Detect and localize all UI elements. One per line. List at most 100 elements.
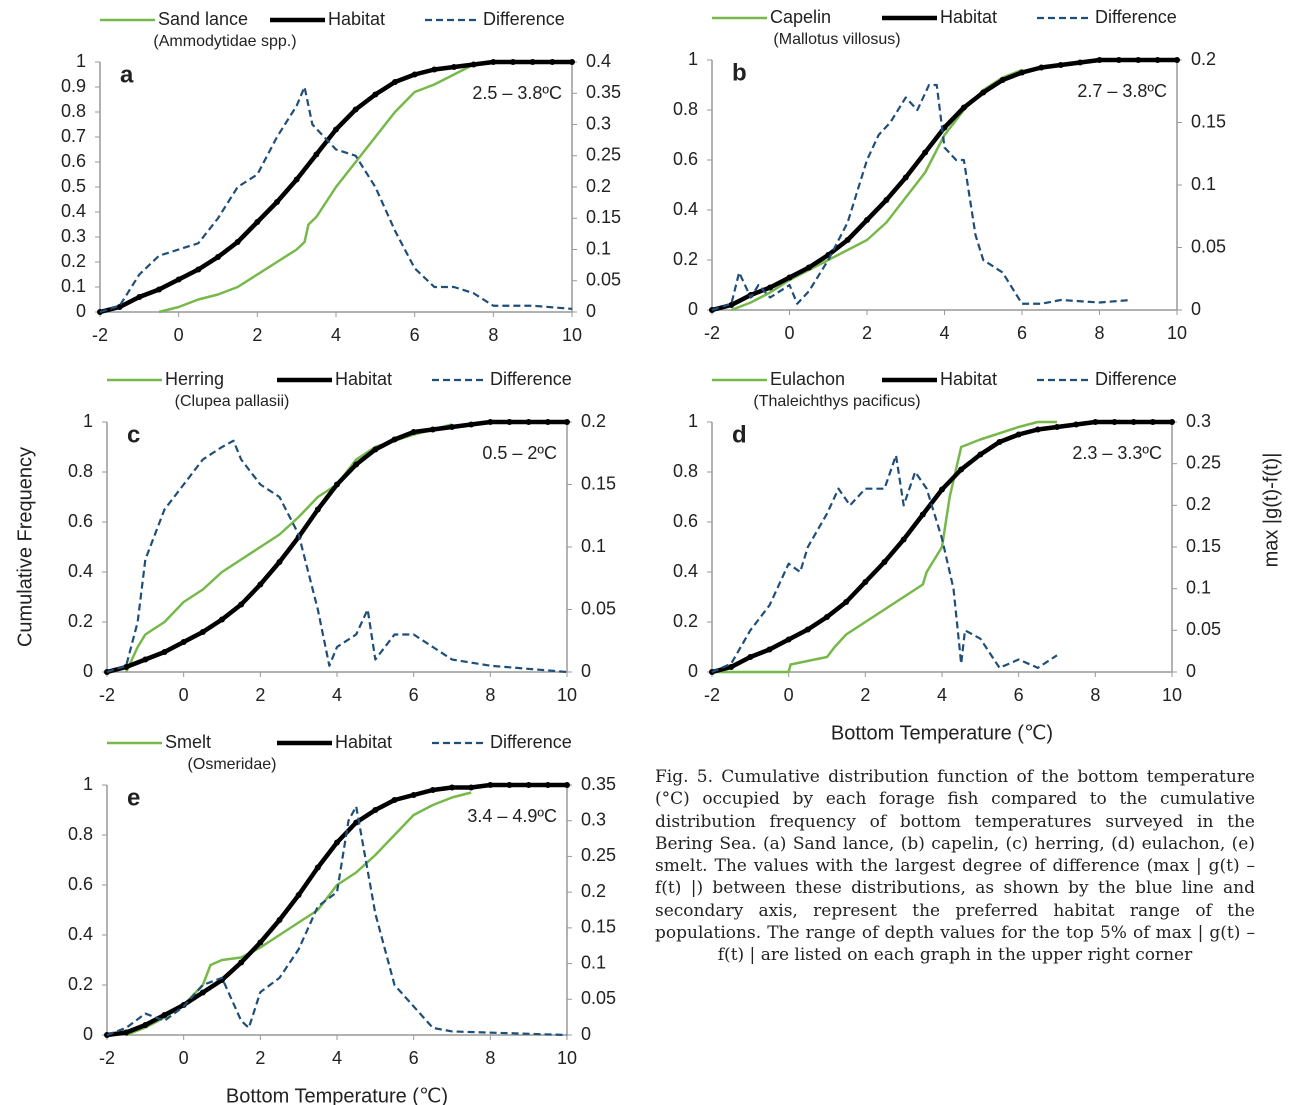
habitat-dot — [939, 486, 945, 493]
habitat-dot — [1038, 64, 1045, 71]
y2-tick-label: 0.2 — [1186, 494, 1211, 514]
panel-letter: b — [732, 59, 747, 86]
habitat-dot — [451, 64, 457, 70]
y-tick-label: 0 — [76, 301, 86, 321]
range-annotation: 3.4 – 4.9ºC — [467, 806, 557, 826]
habitat-dot — [843, 599, 850, 605]
y2-tick-label: 0.4 — [586, 51, 611, 71]
habitat-dot — [919, 511, 926, 518]
y2-tick-label: 0.35 — [581, 774, 616, 794]
habitat-dot — [728, 302, 735, 308]
habitat-dot — [767, 284, 774, 291]
habitat-dot — [506, 782, 513, 788]
habitat-dot — [234, 239, 241, 245]
habitat-dot — [372, 91, 379, 98]
habitat-dot — [804, 626, 811, 633]
habitat-dot — [429, 787, 436, 793]
habitat-dot — [549, 59, 556, 65]
habitat-dot — [1019, 69, 1025, 76]
legend-label: Sand lance — [158, 9, 248, 29]
series-line — [730, 68, 1023, 312]
habitat-dot — [449, 424, 455, 430]
y2-tick-label: 0.1 — [581, 536, 606, 556]
habitat-dot — [999, 77, 1006, 83]
habitat-dot — [487, 419, 494, 425]
x-tick-label: 2 — [862, 323, 872, 343]
y-tick-label: 0.4 — [68, 924, 93, 944]
y-tick-label: 0.8 — [673, 99, 698, 119]
habitat-dot — [1115, 57, 1122, 63]
habitat-dot — [490, 59, 497, 65]
panel-letter: a — [120, 61, 134, 88]
legend-label: Difference — [483, 9, 565, 29]
y-tick-label: 0 — [688, 661, 698, 681]
species-subtitle: (Osmeridae) — [188, 756, 277, 773]
x-tick-label: -2 — [99, 685, 115, 705]
habitat-dot — [295, 892, 302, 898]
habitat-dot — [333, 126, 339, 133]
y2-tick-label: 0 — [581, 1024, 591, 1044]
habitat-dot — [824, 614, 830, 620]
y2-tick-label: 0.15 — [581, 473, 616, 493]
y-tick-label: 0 — [688, 299, 698, 319]
x-tick-label: 4 — [939, 323, 949, 343]
habitat-dot — [544, 419, 551, 425]
x-tick-label: 6 — [1017, 323, 1027, 343]
habitat-dot — [392, 79, 398, 85]
y-tick-label: 0.6 — [673, 511, 698, 531]
habitat-dot — [1130, 419, 1137, 425]
habitat-dot — [1111, 419, 1118, 425]
x-tick-label: 4 — [331, 325, 341, 345]
habitat-dot — [506, 419, 513, 425]
x-tick-label: 6 — [409, 1048, 419, 1068]
habitat-dot — [864, 217, 870, 223]
x-tick-label: 10 — [557, 1048, 577, 1068]
series-line — [106, 439, 568, 674]
y-tick-label: 1 — [688, 411, 698, 431]
legend-label: Habitat — [335, 369, 392, 389]
y2-tick-label: 0.3 — [1186, 411, 1211, 431]
habitat-dot — [766, 646, 773, 653]
x-tick-label: 8 — [485, 1048, 495, 1068]
y2-tick-label: 0.3 — [586, 113, 611, 133]
habitat-dot — [902, 174, 909, 181]
habitat-dot — [468, 421, 475, 428]
habitat-dot — [1154, 57, 1161, 63]
habitat-dot — [313, 151, 320, 158]
y2-tick-label: 0.25 — [581, 845, 616, 865]
habitat-dot — [1077, 59, 1084, 66]
habitat-dot — [996, 439, 1003, 445]
panel-letter: c — [127, 421, 140, 448]
y2-tick-label: 0.1 — [1191, 174, 1216, 194]
habitat-dot — [161, 649, 168, 655]
habitat-dot — [334, 839, 340, 846]
x-tick-label: 8 — [488, 325, 498, 345]
habitat-dot — [728, 664, 735, 670]
y2-tick-label: 0.05 — [586, 270, 621, 290]
habitat-dot — [314, 864, 321, 871]
y-tick-label: 0.4 — [673, 199, 698, 219]
x-tick-label: -2 — [704, 685, 720, 705]
habitat-dot — [1149, 419, 1156, 425]
habitat-dot — [1096, 57, 1103, 63]
habitat-dot — [922, 149, 929, 156]
habitat-dot — [411, 71, 418, 78]
y2-tick-label: 0 — [581, 661, 591, 681]
y2-tick-label: 0.3 — [581, 809, 606, 829]
habitat-dot — [314, 506, 321, 513]
habitat-dot — [1169, 419, 1175, 425]
y2-axis-label: max |g(t)-f(t)| — [1260, 453, 1282, 568]
habitat-dot — [805, 264, 812, 271]
series-line — [99, 85, 573, 314]
y-tick-label: 1 — [83, 411, 93, 431]
habitat-dot — [544, 782, 551, 788]
habitat-dot — [470, 61, 477, 68]
habitat-dot — [900, 536, 907, 543]
habitat-dot — [293, 176, 300, 183]
habitat-dot — [529, 59, 536, 65]
habitat-dot — [786, 274, 793, 281]
habitat-dot — [1057, 62, 1064, 68]
y2-tick-label: 0.05 — [581, 598, 616, 618]
